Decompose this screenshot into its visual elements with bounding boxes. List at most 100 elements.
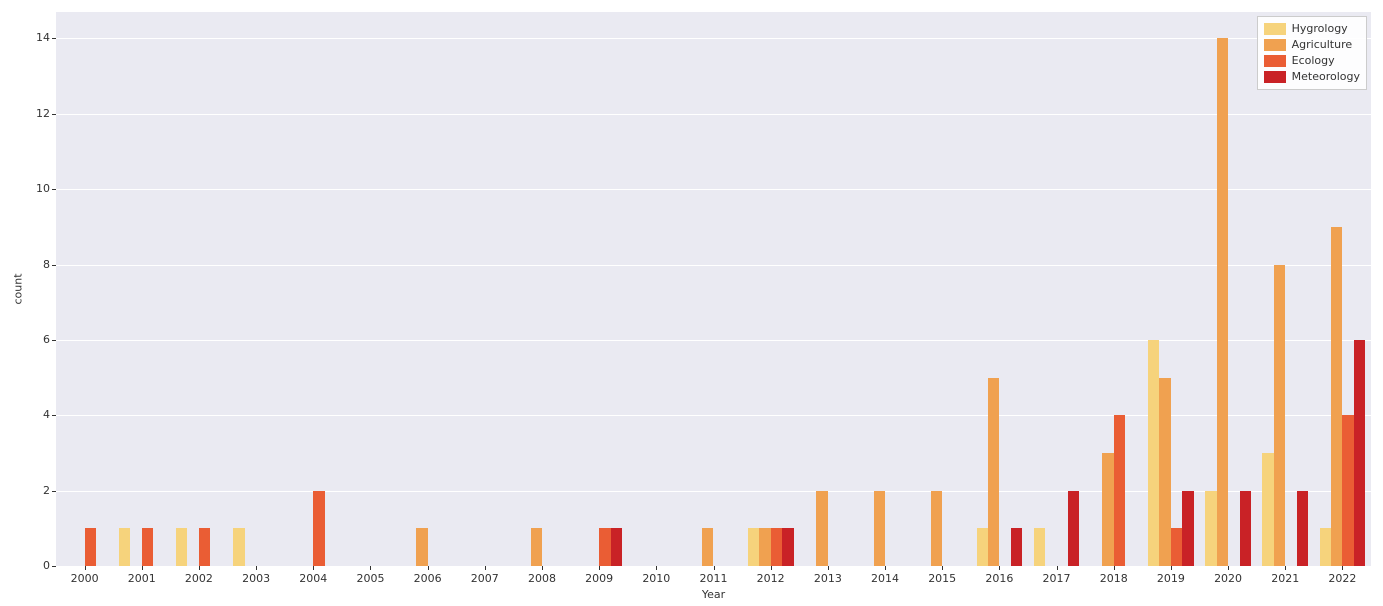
xtick-label: 2008: [528, 572, 556, 585]
bar: [119, 528, 130, 566]
legend: HygrologyAgricultureEcologyMeteorology: [1257, 16, 1367, 90]
xtick-mark: [999, 566, 1000, 570]
gridline: [56, 189, 1371, 190]
x-axis-label: Year: [702, 588, 725, 601]
xtick-mark: [85, 566, 86, 570]
xtick-label: 2017: [1043, 572, 1071, 585]
xtick-label: 2006: [414, 572, 442, 585]
xtick-label: 2019: [1157, 572, 1185, 585]
legend-label: Agriculture: [1292, 37, 1353, 53]
xtick-mark: [428, 566, 429, 570]
bar: [199, 528, 210, 566]
xtick-label: 2021: [1271, 572, 1299, 585]
bar: [313, 491, 324, 566]
bar: [702, 528, 713, 566]
plot-background: [56, 12, 1371, 566]
xtick-label: 2012: [757, 572, 785, 585]
bar: [1171, 528, 1182, 566]
bar: [988, 378, 999, 566]
bar: [1034, 528, 1045, 566]
bar: [1114, 415, 1125, 566]
ytick-label: 12: [36, 107, 50, 120]
gridline: [56, 38, 1371, 39]
bar: [1011, 528, 1022, 566]
bar: [931, 491, 942, 566]
ytick-label: 10: [36, 182, 50, 195]
bar: [1262, 453, 1273, 566]
xtick-label: 2011: [700, 572, 728, 585]
xtick-mark: [256, 566, 257, 570]
xtick-label: 2010: [642, 572, 670, 585]
bar: [771, 528, 782, 566]
xtick-label: 2007: [471, 572, 499, 585]
xtick-label: 2015: [928, 572, 956, 585]
xtick-mark: [1171, 566, 1172, 570]
bar: [1205, 491, 1216, 566]
gridline: [56, 491, 1371, 492]
bar: [1217, 38, 1228, 566]
gridline: [56, 265, 1371, 266]
bar: [1068, 491, 1079, 566]
bar: [1354, 340, 1365, 566]
xtick-mark: [771, 566, 772, 570]
legend-swatch: [1264, 39, 1286, 51]
xtick-mark: [885, 566, 886, 570]
bar: [1331, 227, 1342, 566]
gridline: [56, 415, 1371, 416]
bar: [1102, 453, 1113, 566]
xtick-mark: [1057, 566, 1058, 570]
xtick-mark: [1342, 566, 1343, 570]
ytick-mark: [52, 340, 56, 341]
xtick-mark: [656, 566, 657, 570]
ytick-mark: [52, 114, 56, 115]
xtick-mark: [1285, 566, 1286, 570]
bar: [1274, 265, 1285, 566]
legend-swatch: [1264, 55, 1286, 67]
ytick-label: 0: [43, 559, 50, 572]
xtick-label: 2002: [185, 572, 213, 585]
bar: [782, 528, 793, 566]
xtick-label: 2014: [871, 572, 899, 585]
legend-item: Meteorology: [1264, 69, 1360, 85]
xtick-mark: [599, 566, 600, 570]
gridline: [56, 114, 1371, 115]
xtick-mark: [199, 566, 200, 570]
ytick-mark: [52, 415, 56, 416]
xtick-mark: [485, 566, 486, 570]
bar: [176, 528, 187, 566]
legend-label: Meteorology: [1292, 69, 1360, 85]
bar: [85, 528, 96, 566]
bar: [531, 528, 542, 566]
bar: [1182, 491, 1193, 566]
xtick-label: 2022: [1328, 572, 1356, 585]
ytick-mark: [52, 566, 56, 567]
ytick-label: 6: [43, 333, 50, 346]
legend-label: Ecology: [1292, 53, 1335, 69]
bar: [1342, 415, 1353, 566]
bar: [977, 528, 988, 566]
legend-item: Agriculture: [1264, 37, 1360, 53]
legend-swatch: [1264, 23, 1286, 35]
bar: [748, 528, 759, 566]
xtick-label: 2004: [299, 572, 327, 585]
legend-label: Hygrology: [1292, 21, 1348, 37]
xtick-label: 2020: [1214, 572, 1242, 585]
ytick-mark: [52, 265, 56, 266]
xtick-mark: [370, 566, 371, 570]
legend-item: Ecology: [1264, 53, 1360, 69]
xtick-label: 2000: [71, 572, 99, 585]
gridline: [56, 340, 1371, 341]
xtick-mark: [714, 566, 715, 570]
bar: [816, 491, 827, 566]
bar: [233, 528, 244, 566]
legend-swatch: [1264, 71, 1286, 83]
xtick-mark: [142, 566, 143, 570]
xtick-label: 2013: [814, 572, 842, 585]
bar: [759, 528, 770, 566]
legend-item: Hygrology: [1264, 21, 1360, 37]
ytick-label: 14: [36, 31, 50, 44]
bar: [1148, 340, 1159, 566]
y-axis-label: count: [12, 273, 25, 304]
ytick-mark: [52, 38, 56, 39]
xtick-label: 2005: [356, 572, 384, 585]
